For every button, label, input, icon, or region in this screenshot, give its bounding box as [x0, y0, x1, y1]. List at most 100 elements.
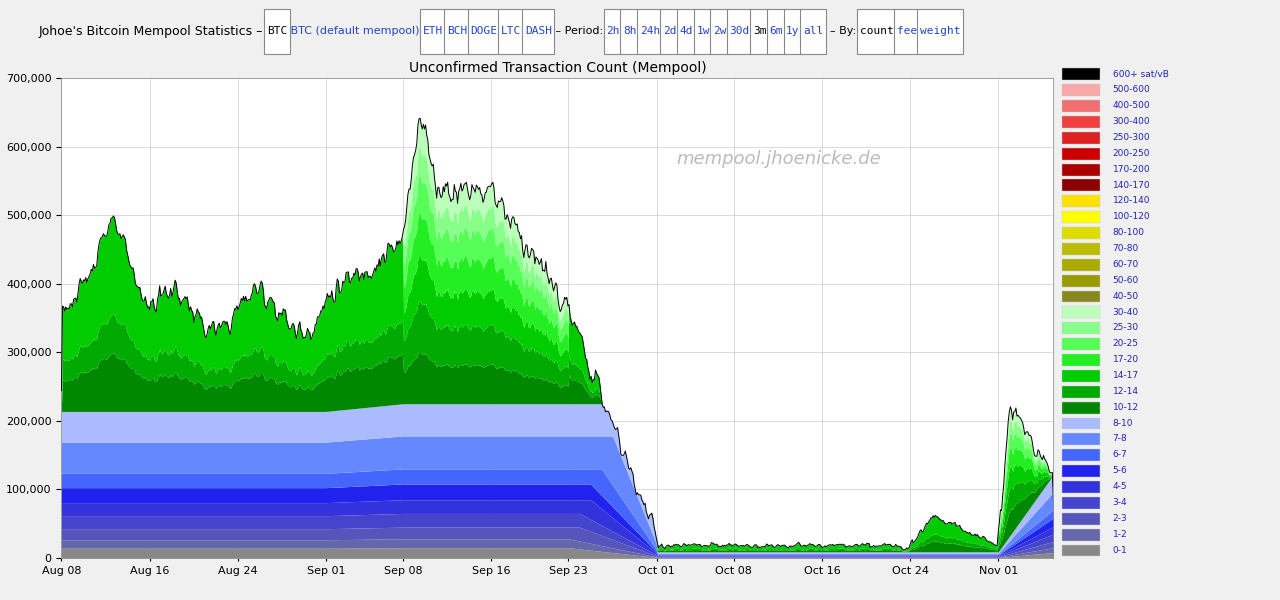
Text: 0-1: 0-1: [1112, 545, 1128, 554]
FancyBboxPatch shape: [1062, 497, 1100, 509]
FancyBboxPatch shape: [621, 10, 639, 53]
Text: Johoe's Bitcoin Mempool Statistics –: Johoe's Bitcoin Mempool Statistics –: [38, 25, 266, 38]
Text: 3m: 3m: [753, 26, 767, 37]
FancyBboxPatch shape: [1062, 370, 1100, 382]
FancyBboxPatch shape: [1062, 68, 1100, 80]
Text: 2h: 2h: [607, 26, 620, 37]
FancyBboxPatch shape: [1062, 132, 1100, 144]
FancyBboxPatch shape: [694, 10, 713, 53]
FancyBboxPatch shape: [1062, 481, 1100, 493]
Text: 70-80: 70-80: [1112, 244, 1139, 253]
FancyBboxPatch shape: [1062, 338, 1100, 350]
Text: 120-140: 120-140: [1112, 196, 1151, 205]
Text: BCH: BCH: [447, 26, 467, 37]
FancyBboxPatch shape: [1062, 529, 1100, 541]
FancyBboxPatch shape: [767, 10, 786, 53]
FancyBboxPatch shape: [783, 10, 803, 53]
Text: 170-200: 170-200: [1112, 164, 1151, 173]
Text: BTC (default mempool): BTC (default mempool): [287, 26, 422, 37]
Text: 5-6: 5-6: [1112, 466, 1128, 475]
FancyBboxPatch shape: [1062, 449, 1100, 461]
Text: weight: weight: [920, 26, 960, 37]
FancyBboxPatch shape: [1062, 100, 1100, 112]
Text: 25-30: 25-30: [1112, 323, 1139, 332]
Text: 7-8: 7-8: [1112, 434, 1128, 443]
Text: DOGE: DOGE: [471, 26, 498, 37]
FancyBboxPatch shape: [895, 10, 919, 53]
Text: 2-3: 2-3: [1112, 514, 1128, 523]
Text: 2d: 2d: [663, 26, 677, 37]
Text: 140-170: 140-170: [1112, 181, 1151, 190]
Text: fee: fee: [897, 26, 916, 37]
FancyBboxPatch shape: [750, 10, 769, 53]
Text: DASH: DASH: [525, 26, 552, 37]
Text: 400-500: 400-500: [1112, 101, 1151, 110]
Text: 50-60: 50-60: [1112, 276, 1139, 285]
Text: 1w: 1w: [696, 26, 710, 37]
FancyBboxPatch shape: [1062, 196, 1100, 207]
Text: count: count: [860, 26, 893, 37]
Text: 200-250: 200-250: [1112, 149, 1151, 158]
FancyBboxPatch shape: [858, 10, 896, 53]
FancyBboxPatch shape: [1062, 211, 1100, 223]
FancyBboxPatch shape: [1062, 84, 1100, 96]
FancyBboxPatch shape: [498, 10, 524, 53]
FancyBboxPatch shape: [918, 10, 963, 53]
FancyBboxPatch shape: [1062, 418, 1100, 430]
FancyBboxPatch shape: [1062, 290, 1100, 302]
FancyBboxPatch shape: [1062, 465, 1100, 477]
Text: ETH: ETH: [422, 26, 443, 37]
Text: all: all: [803, 26, 823, 37]
Text: 1y: 1y: [786, 26, 800, 37]
Text: 12-14: 12-14: [1112, 387, 1139, 396]
FancyBboxPatch shape: [522, 10, 554, 53]
Text: LTC: LTC: [500, 26, 521, 37]
FancyBboxPatch shape: [800, 10, 826, 53]
FancyBboxPatch shape: [604, 10, 622, 53]
Text: BTC: BTC: [266, 26, 287, 37]
FancyBboxPatch shape: [1062, 179, 1100, 191]
FancyBboxPatch shape: [1062, 116, 1100, 128]
Text: 300-400: 300-400: [1112, 117, 1151, 126]
FancyBboxPatch shape: [264, 10, 289, 53]
Text: 1-2: 1-2: [1112, 530, 1128, 539]
Text: 60-70: 60-70: [1112, 260, 1139, 269]
Text: 17-20: 17-20: [1112, 355, 1139, 364]
FancyBboxPatch shape: [727, 10, 753, 53]
FancyBboxPatch shape: [637, 10, 663, 53]
Text: 30d: 30d: [730, 26, 750, 37]
FancyBboxPatch shape: [1062, 148, 1100, 160]
Title: Unconfirmed Transaction Count (Mempool): Unconfirmed Transaction Count (Mempool): [408, 61, 707, 76]
FancyBboxPatch shape: [1062, 545, 1100, 556]
Text: 14-17: 14-17: [1112, 371, 1139, 380]
FancyBboxPatch shape: [710, 10, 728, 53]
FancyBboxPatch shape: [468, 10, 500, 53]
Text: 80-100: 80-100: [1112, 228, 1144, 237]
Text: 500-600: 500-600: [1112, 85, 1151, 94]
Text: 40-50: 40-50: [1112, 292, 1139, 301]
Text: 20-25: 20-25: [1112, 339, 1139, 348]
FancyBboxPatch shape: [1062, 401, 1100, 413]
FancyBboxPatch shape: [660, 10, 680, 53]
FancyBboxPatch shape: [1062, 227, 1100, 239]
Text: 4d: 4d: [680, 26, 694, 37]
Text: – By:: – By:: [823, 26, 860, 37]
FancyBboxPatch shape: [1062, 307, 1100, 319]
FancyBboxPatch shape: [1062, 259, 1100, 271]
Text: 250-300: 250-300: [1112, 133, 1151, 142]
Text: 6m: 6m: [769, 26, 783, 37]
Text: 3-4: 3-4: [1112, 498, 1128, 507]
Text: 2w: 2w: [713, 26, 726, 37]
Text: 600+ sat/vB: 600+ sat/vB: [1112, 70, 1169, 79]
FancyBboxPatch shape: [1062, 386, 1100, 398]
FancyBboxPatch shape: [1062, 164, 1100, 176]
Text: 4-5: 4-5: [1112, 482, 1128, 491]
FancyBboxPatch shape: [1062, 513, 1100, 524]
Text: 30-40: 30-40: [1112, 308, 1139, 317]
FancyBboxPatch shape: [1062, 243, 1100, 255]
Text: 24h: 24h: [640, 26, 660, 37]
FancyBboxPatch shape: [420, 10, 445, 53]
FancyBboxPatch shape: [1062, 433, 1100, 445]
FancyBboxPatch shape: [1062, 322, 1100, 334]
Text: 100-120: 100-120: [1112, 212, 1151, 221]
